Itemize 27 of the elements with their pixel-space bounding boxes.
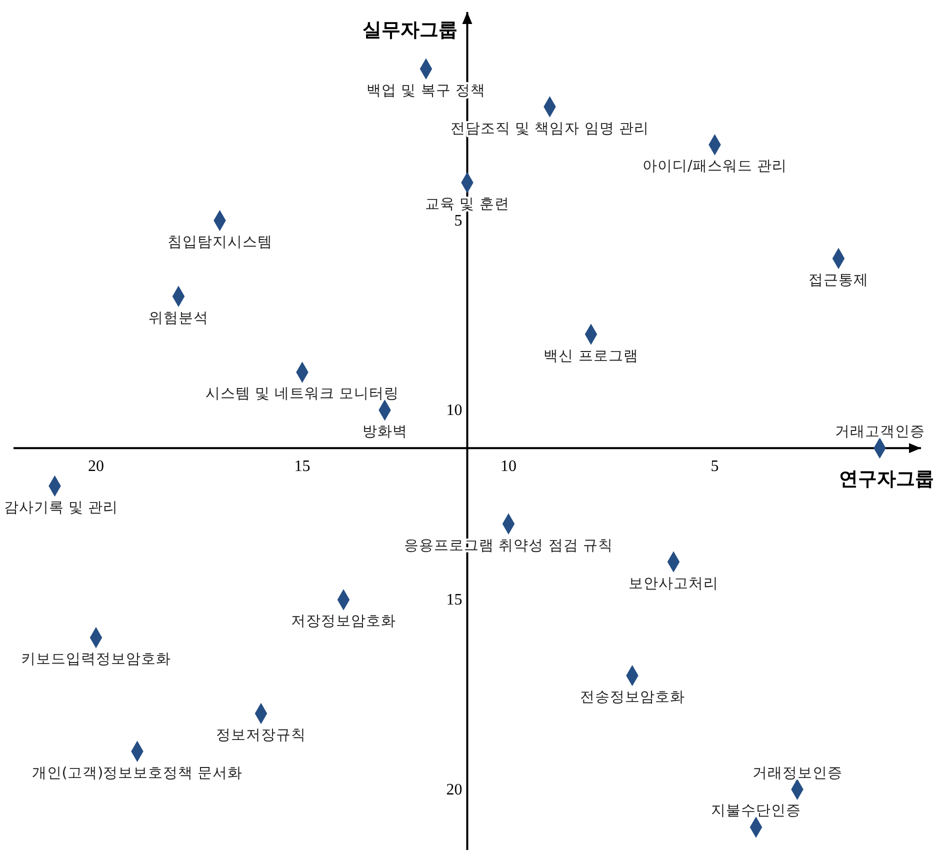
y-tick-label: 20 xyxy=(446,781,462,798)
y-tick-label: 5 xyxy=(454,212,462,230)
x-tick-label: 10 xyxy=(500,458,516,476)
annotation: 감사기록 및 관리 xyxy=(4,500,118,516)
y-tick-label: 15 xyxy=(446,592,462,609)
annotation: 저장정보암호화 xyxy=(291,614,396,630)
annotation: 키보드입력정보암호화 xyxy=(21,652,171,668)
annotation: 전송정보암호화 xyxy=(580,690,685,706)
annotation: 보안사고처리 xyxy=(628,576,718,592)
annotation: 정보저장규칙 xyxy=(216,727,306,744)
annotation: 접근통제 xyxy=(808,272,868,288)
x-axis-title: 연구자그룹 xyxy=(839,468,934,490)
x-tick-label: 15 xyxy=(294,458,310,476)
annotation: 침입탐지시스템 xyxy=(167,234,272,251)
x-tick-label: 5 xyxy=(710,458,719,476)
y-axis-title: 실무자그룹 xyxy=(362,19,458,41)
annotation: 거래정보인증 xyxy=(752,765,842,782)
x-tick-label: 20 xyxy=(88,458,104,476)
annotation: 지불수단인증 xyxy=(711,803,801,820)
annotation: 아이디/패스워드 관리 xyxy=(642,158,787,175)
annotation: 거래고객인증 xyxy=(834,424,925,440)
y-tick-label: 10 xyxy=(446,402,462,420)
annotation: 백신 프로그램 xyxy=(544,348,638,364)
annotation: 개인(고객)정보보호정책 문서화 xyxy=(32,765,243,782)
annotation: 방화벽 xyxy=(362,424,408,440)
annotation: 위험분석 xyxy=(148,310,208,326)
annotation: 시스템 및 네트워크 모니터링 xyxy=(205,386,400,402)
